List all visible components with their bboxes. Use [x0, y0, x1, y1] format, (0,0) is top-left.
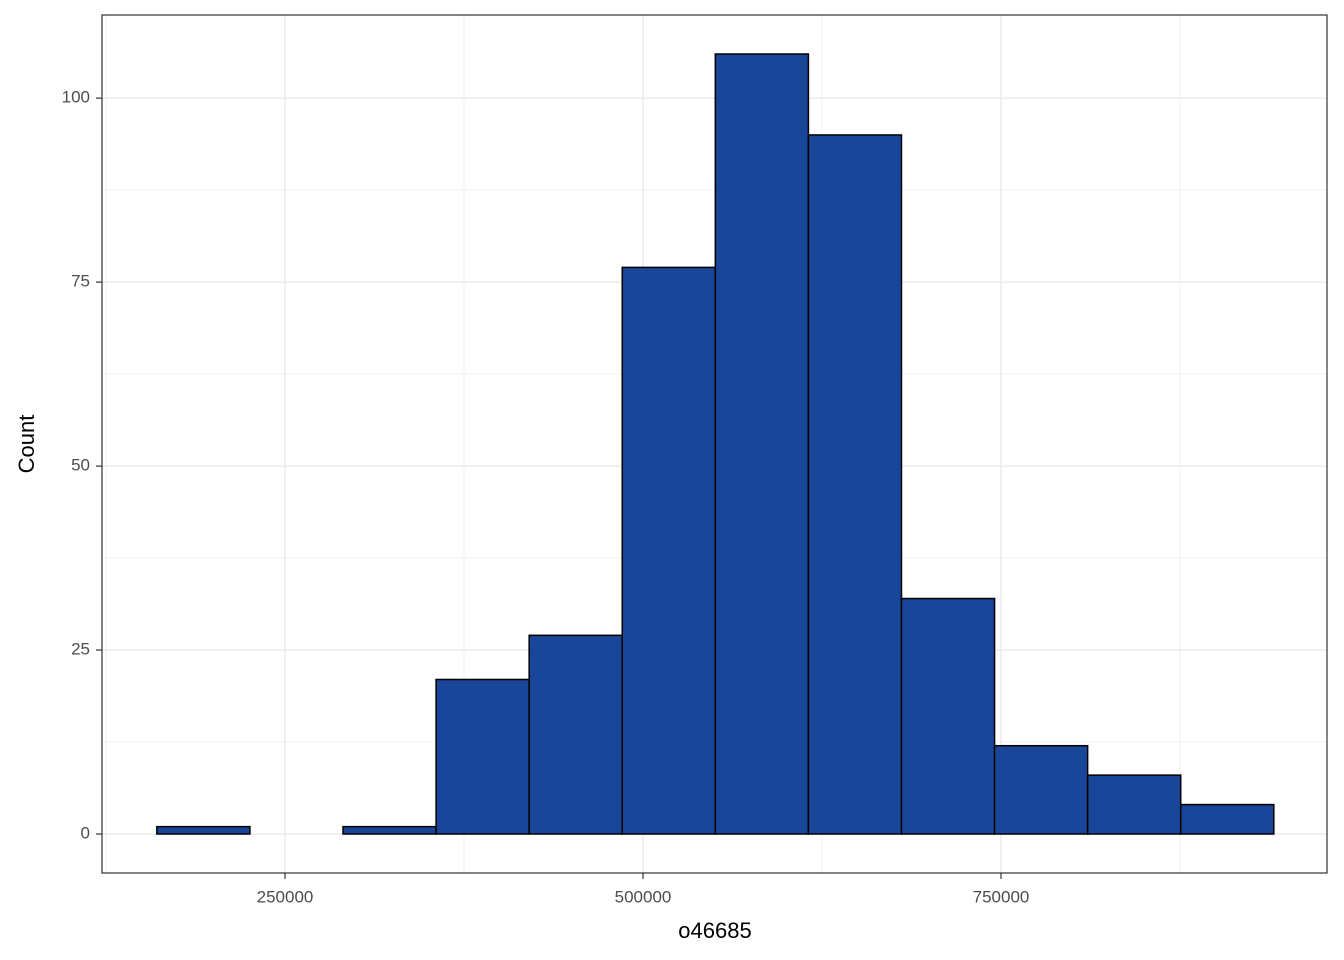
histogram-bar	[1179, 803, 1275, 835]
y-axis-title: Count	[14, 415, 39, 474]
x-tick-label: 500000	[615, 887, 672, 906]
histogram-bar	[1086, 774, 1182, 835]
x-tick-label: 750000	[973, 887, 1030, 906]
histogram-bar	[156, 825, 251, 835]
histogram-bar	[621, 266, 717, 835]
labels: 250000 500000 750000 0 25 50 75 100	[62, 88, 1030, 907]
histogram-bar	[900, 597, 996, 835]
histogram-bar	[714, 53, 810, 835]
y-tick-label: 0	[81, 823, 90, 842]
panel-border	[101, 14, 1328, 874]
histogram-bar	[528, 634, 623, 835]
histogram-bar	[435, 678, 530, 835]
x-axis-title: o46685	[678, 918, 751, 943]
marks	[156, 53, 1275, 835]
y-tick-label: 25	[71, 640, 90, 659]
y-tick-label: 75	[71, 272, 90, 291]
y-tick-label: 100	[62, 88, 90, 107]
x-tick-label: 250000	[257, 887, 314, 906]
y-tick-label: 50	[71, 456, 90, 475]
histogram-bar	[342, 825, 437, 835]
histogram-bar	[993, 744, 1089, 835]
histogram-bar	[807, 134, 903, 835]
